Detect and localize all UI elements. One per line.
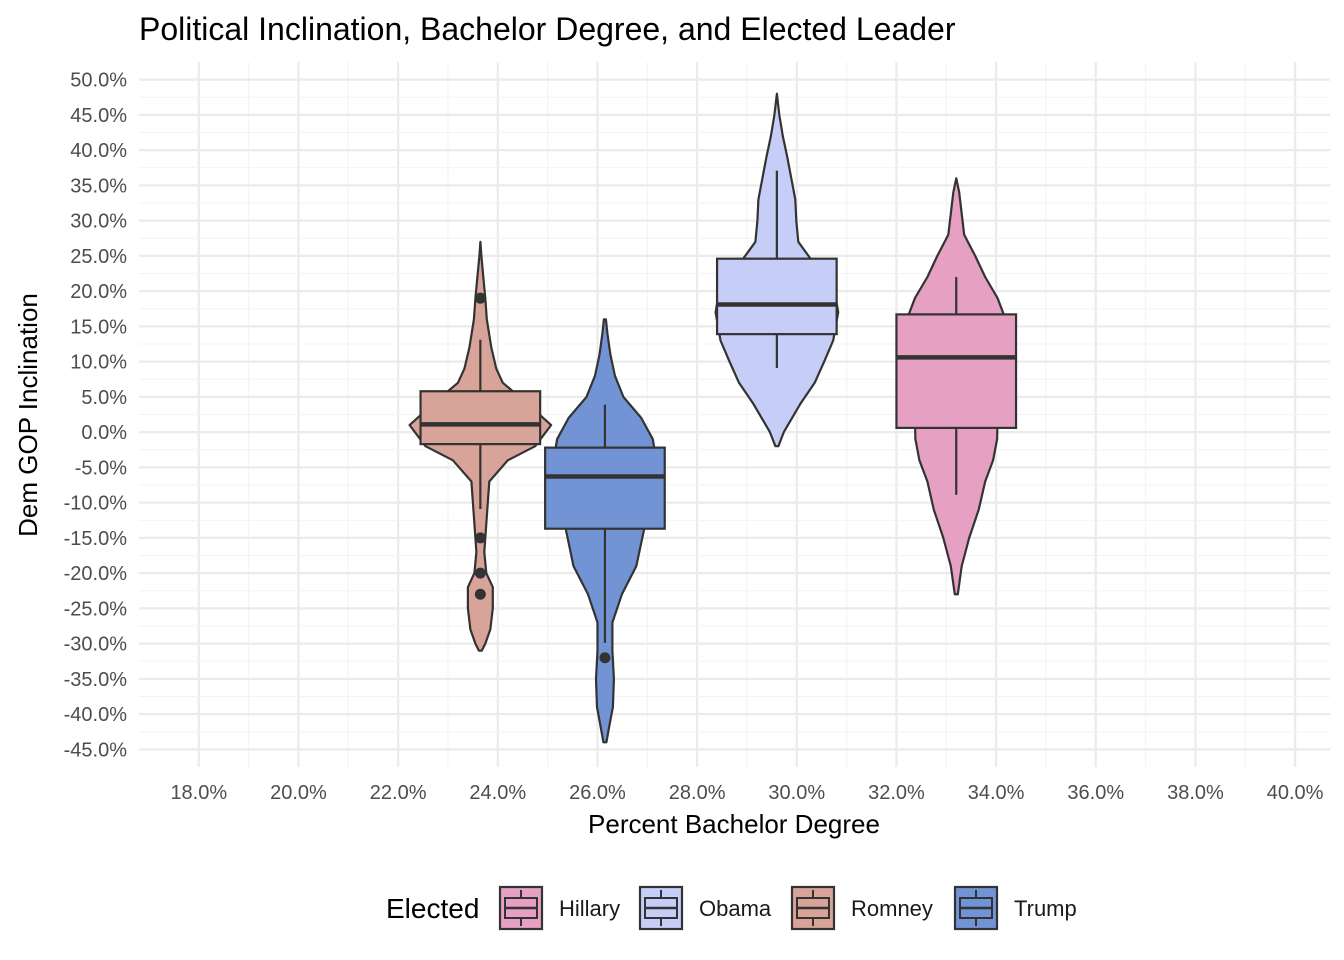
legend-item-obama: Obama: [638, 885, 772, 931]
legend-title: Elected: [386, 893, 479, 924]
grid: [139, 62, 1330, 767]
y-tick-label: 40.0%: [70, 140, 127, 162]
x-axis-ticks: 18.0% 20.0% 22.0% 24.0% 26.0% 28.0% 30.0% 32.0%…: [170, 782, 1323, 804]
box-iqr: [419, 390, 542, 446]
y-tick-label: 5.0%: [81, 387, 127, 409]
y-tick-label: 45.0%: [70, 105, 127, 127]
y-tick-label: -15.0%: [64, 528, 128, 550]
y-tick-label: 15.0%: [70, 316, 127, 338]
y-tick-label: -10.0%: [64, 493, 128, 515]
outlier-point: [474, 567, 486, 579]
y-tick-label: -45.0%: [64, 739, 128, 761]
x-axis-title: Percent Bachelor Degree: [588, 809, 880, 839]
y-tick-label: -40.0%: [64, 704, 128, 726]
y-tick-label: 0.0%: [81, 422, 127, 444]
legend-item-romney: Romney: [790, 885, 933, 931]
y-tick-label: -30.0%: [64, 634, 128, 656]
boxplot-romney: [419, 292, 542, 600]
y-axis-ticks: 50.0% 45.0% 40.0% 35.0% 30.0% 25.0% 20.0% 15.0%…: [64, 70, 128, 762]
x-tick-label: 22.0%: [370, 782, 427, 804]
legend-item-hillary: Hillary: [498, 885, 620, 931]
legend: Elected Hillary Obama Romney Trump: [386, 885, 1077, 931]
boxplots: [419, 170, 1018, 664]
y-tick-label: 20.0%: [70, 281, 127, 303]
legend-item-trump: Trump: [953, 885, 1077, 931]
x-tick-label: 36.0%: [1067, 782, 1124, 804]
outlier-point: [474, 532, 486, 544]
x-tick-label: 24.0%: [469, 782, 526, 804]
chart-title: Political Inclination, Bachelor Degree, …: [139, 11, 956, 47]
x-tick-label: 18.0%: [170, 782, 227, 804]
x-tick-label: 38.0%: [1167, 782, 1224, 804]
outlier-point: [599, 652, 611, 664]
x-tick-label: 28.0%: [669, 782, 726, 804]
boxplot-hillary: [895, 277, 1018, 495]
x-tick-label: 32.0%: [868, 782, 925, 804]
y-tick-label: 50.0%: [70, 70, 127, 92]
boxplot-trump: [544, 404, 666, 664]
x-tick-label: 40.0%: [1267, 782, 1324, 804]
outlier-point: [474, 588, 486, 600]
x-tick-label: 30.0%: [768, 782, 825, 804]
y-tick-label: -5.0%: [75, 457, 127, 479]
legend-label: Trump: [1014, 896, 1077, 921]
outlier-point: [474, 292, 486, 304]
box-iqr: [895, 313, 1018, 429]
legend-label: Romney: [851, 896, 933, 921]
y-tick-label: 25.0%: [70, 246, 127, 268]
x-tick-label: 34.0%: [968, 782, 1025, 804]
y-tick-label: -35.0%: [64, 669, 128, 691]
x-tick-label: 26.0%: [569, 782, 626, 804]
legend-label: Obama: [699, 896, 772, 921]
y-tick-label: 35.0%: [70, 175, 127, 197]
y-tick-label: 30.0%: [70, 211, 127, 233]
box-iqr: [544, 446, 666, 530]
box-iqr: [715, 257, 838, 336]
legend-label: Hillary: [559, 896, 620, 921]
plot-panel: [139, 62, 1330, 767]
y-tick-label: -25.0%: [64, 598, 128, 620]
boxplot-obama: [715, 170, 838, 368]
y-axis-title: Dem GOP Inclination: [13, 293, 43, 537]
x-tick-label: 20.0%: [270, 782, 327, 804]
y-tick-label: 10.0%: [70, 352, 127, 374]
y-tick-label: -20.0%: [64, 563, 128, 585]
